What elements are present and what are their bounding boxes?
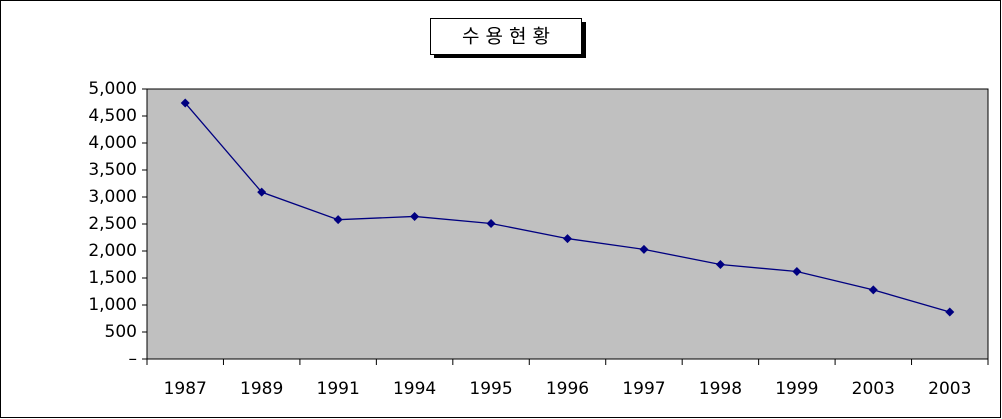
- x-tick-label: 2003: [852, 379, 895, 399]
- chart-title: 수 용 현 황: [462, 26, 550, 48]
- y-tick-label: 500: [105, 322, 137, 342]
- data-point: [563, 234, 572, 244]
- y-tick-label: 3,000: [88, 187, 137, 207]
- x-tick-label: 1991: [317, 379, 360, 399]
- data-point: [410, 211, 420, 221]
- plot-area: [146, 88, 989, 360]
- y-tick-label: 2,000: [88, 241, 137, 261]
- x-tick-label: 1994: [393, 379, 436, 399]
- x-tick-label: 1989: [240, 379, 283, 399]
- y-tick-label: 1,000: [88, 295, 137, 315]
- data-point: [180, 98, 190, 108]
- x-tick-label: 1987: [164, 379, 207, 399]
- y-tick-label: 5,000: [88, 79, 137, 99]
- x-tick-label: 1997: [622, 379, 665, 399]
- y-tick-label: –: [129, 349, 138, 369]
- data-point: [945, 307, 955, 317]
- data-point: [792, 267, 802, 277]
- y-tick-label: 4,000: [88, 133, 137, 153]
- y-tick-label: 1,500: [88, 268, 137, 288]
- x-tick-label: 2003: [928, 379, 971, 399]
- x-tick-label: 1996: [546, 379, 589, 399]
- data-point: [639, 244, 649, 254]
- x-tick-label: 1995: [469, 379, 512, 399]
- data-point: [333, 215, 343, 225]
- data-point: [715, 260, 725, 269]
- y-tick-label: 2,500: [88, 214, 137, 234]
- y-tick-label: 3,500: [88, 160, 137, 180]
- y-tick-label: 4,500: [88, 106, 137, 126]
- title-box: [430, 18, 582, 55]
- x-tick-label: 1998: [699, 379, 742, 399]
- x-tick-label: 1999: [775, 379, 818, 399]
- data-point: [257, 187, 267, 197]
- data-point: [868, 285, 878, 295]
- data-point: [486, 218, 496, 228]
